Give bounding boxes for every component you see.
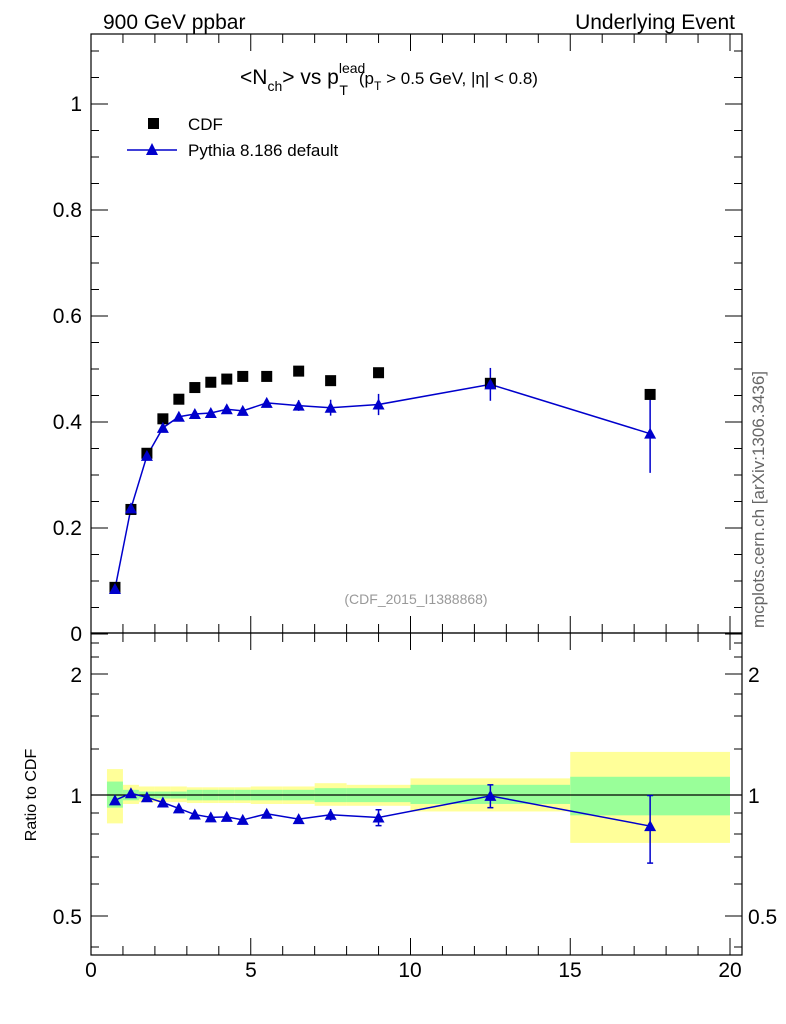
cdf-data-point [205, 376, 217, 388]
y-tick-label: 1 [70, 93, 82, 116]
side-label: mcplots.cern.ch [arXiv:1306.3436] [749, 371, 768, 628]
ratio-pythia-point [324, 808, 337, 820]
title-lhs-post: > vs p [282, 66, 339, 89]
ratio-pythia-point [236, 813, 249, 825]
y-tick-label: 0.4 [53, 411, 83, 434]
cdf-data-point [644, 388, 656, 400]
legend-pythia-marker [146, 143, 158, 155]
ratio-y-tick-labels: 0.5 1 2 0.5 1 2 [53, 664, 777, 929]
ratio-pythia-point [140, 791, 153, 803]
pythia-point [236, 404, 249, 416]
pythia-point [372, 398, 385, 410]
ratio-y-tick-label-right: 0.5 [748, 906, 777, 929]
cdf-data-point [373, 367, 385, 379]
x-tick-label: 20 [718, 959, 741, 982]
pythia-point [108, 582, 121, 594]
ratio-pythia-point [156, 796, 169, 808]
cdf-data-point [325, 375, 337, 387]
x-tick-label: 10 [398, 959, 421, 982]
cdf-data-point [189, 382, 201, 394]
cdf-data-point [221, 373, 233, 385]
ratio-pythia-point [172, 802, 185, 814]
cdf-data-point [237, 370, 249, 382]
y-tick-label: 0.2 [53, 517, 82, 540]
chart-title: <Nch> vs plead T(pT > 0.5 GeV, |η| < 0.8) [240, 60, 538, 98]
main-panel: <Nch> vs plead T(pT > 0.5 GeV, |η| < 0.8)… [53, 50, 742, 646]
ratio-y-tick-label-right: 2 [748, 664, 760, 687]
analysis-label: (CDF_2015_I1388868) [344, 591, 487, 607]
title-pt-sub: T [339, 82, 348, 98]
ratio-pythia-point [188, 808, 201, 820]
pythia-point [172, 410, 185, 422]
legend-cdf-label: CDF [188, 115, 223, 134]
pythia-point [260, 396, 273, 408]
ratio-bands [106, 751, 730, 843]
ratio-pythia-point [372, 811, 385, 823]
cdf-data-point [157, 413, 169, 425]
ratio-y-axis [91, 642, 742, 948]
x-tick-label: 5 [245, 959, 257, 982]
pythia-point [156, 421, 169, 433]
pythia-point [484, 378, 497, 390]
ratio-pythia-point [292, 813, 305, 825]
ratio-y-label: Ratio to CDF [23, 749, 40, 842]
pythia-point [204, 406, 217, 418]
ratio-y-tick-label: 1 [70, 785, 82, 808]
main-y-axis [91, 50, 742, 635]
title-cut-sub: T [374, 79, 382, 93]
ratio-pythia-point [108, 794, 121, 806]
ratio-pythia-point [124, 787, 137, 799]
title-lhs-sub: ch [267, 78, 282, 94]
x-axis-ticks [90, 34, 731, 955]
pythia-point [644, 427, 657, 439]
pythia-point [188, 408, 201, 420]
ratio-pythia-point [204, 811, 217, 823]
header-left: 900 GeV ppbar [103, 11, 245, 34]
pythia-point [140, 449, 153, 461]
pythia-point [220, 403, 233, 415]
title-cut-open: (p [359, 69, 374, 88]
title-lhs-pre: <N [240, 66, 267, 89]
ratio-frame [90, 632, 743, 956]
ratio-y-tick-label: 0.5 [53, 906, 82, 929]
pythia-point [324, 401, 337, 413]
x-tick-label: 15 [558, 959, 581, 982]
main-marks [108, 365, 657, 594]
legend-cdf-marker [148, 118, 159, 129]
y-tick-label: 0.8 [53, 199, 82, 222]
cdf-data-point [261, 370, 273, 382]
pythia-point [292, 399, 305, 411]
ratio-y-tick-label: 2 [70, 664, 82, 687]
ratio-pythia-point [484, 789, 497, 801]
pythia-point [124, 502, 137, 514]
y-tick-label: 0.6 [53, 305, 82, 328]
main-y-tick-labels: 0 0.2 0.4 0.6 0.8 1 [53, 93, 83, 646]
ratio-panel: Ratio to CDF 0.5 1 2 0.5 1 2 [23, 642, 777, 948]
ratio-pythia-point [644, 820, 657, 832]
y-tick-label: 0 [70, 623, 82, 646]
title-pt-sup: lead [339, 60, 365, 76]
ratio-pythia-point [260, 807, 273, 819]
title-cut-rest: > 0.5 GeV, |η| < 0.8) [381, 69, 538, 88]
cdf-data-point [173, 393, 185, 405]
legend: CDF Pythia 8.186 default [127, 115, 339, 160]
x-tick-labels: 0 5 10 15 20 [85, 959, 742, 982]
x-tick-label: 0 [85, 959, 97, 982]
ratio-y-tick-label-right: 1 [748, 785, 760, 808]
legend-pythia-label: Pythia 8.186 default [188, 141, 339, 160]
cdf-data-point [293, 365, 305, 377]
ratio-marks [108, 784, 657, 864]
header-right: Underlying Event [575, 11, 735, 34]
ratio-pythia-point [220, 810, 233, 822]
